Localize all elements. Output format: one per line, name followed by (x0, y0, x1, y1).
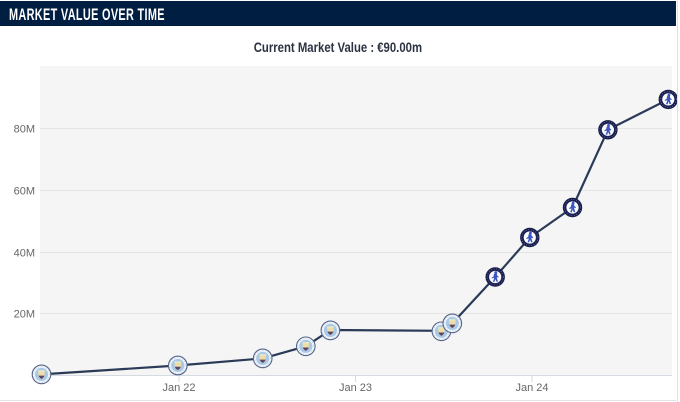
svg-text:Jan 24: Jan 24 (515, 382, 548, 394)
svg-text:Jan 23: Jan 23 (339, 382, 372, 394)
svg-text:20M: 20M (14, 309, 35, 321)
svg-text:80M: 80M (14, 124, 35, 136)
svg-text:40M: 40M (14, 248, 35, 260)
svg-text:60M: 60M (14, 186, 35, 198)
svg-text:Jan 22: Jan 22 (162, 382, 195, 394)
